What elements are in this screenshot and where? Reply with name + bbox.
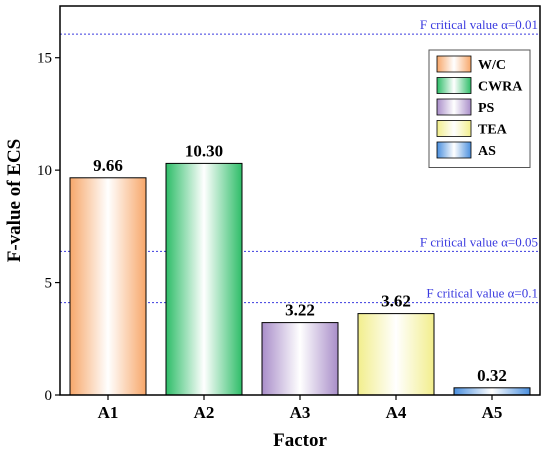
x-axis: A1 A2 A3 A4 A5 (98, 395, 503, 422)
legend: W/C CWRA PS TEA AS (428, 49, 531, 168)
reference-line-label-3: F critical value α=0.1 (426, 286, 538, 301)
legend-label-4: TEA (478, 123, 508, 138)
x-tick-label-a2: A2 (194, 403, 215, 422)
legend-swatch-5 (436, 141, 472, 159)
bar-a3 (261, 322, 339, 396)
plot-frame (59, 5, 541, 396)
legend-swatch-4 (436, 120, 472, 137)
reference-line-label-1: F critical value α=0.01 (420, 17, 538, 32)
bar-a5 (453, 387, 531, 396)
bar-a2 (165, 162, 243, 396)
data-label-a1: 9.66 (93, 156, 123, 175)
x-tick-label-a3: A3 (290, 403, 311, 422)
data-label-a3: 3.22 (285, 301, 315, 320)
bar-a1 (69, 177, 147, 396)
legend-label-5: AS (478, 144, 496, 159)
data-labels: 9.66 10.30 3.22 3.62 0.32 (93, 141, 507, 384)
reference-line-label-2: F critical value α=0.05 (420, 234, 538, 249)
data-label-a4: 3.62 (381, 292, 411, 311)
y-tick-label-0: 0 (45, 388, 53, 404)
bar-a4 (357, 313, 435, 396)
y-tick-label-15: 15 (37, 51, 52, 67)
data-label-a2: 10.30 (185, 141, 223, 160)
legend-label-3: PS (478, 101, 495, 116)
x-tick-label-a5: A5 (482, 403, 503, 422)
x-tick-label-a1: A1 (98, 403, 119, 422)
y-axis: 0 5 10 15 (37, 51, 60, 404)
y-axis-title: F-value of ECS (4, 139, 25, 263)
legend-swatch-3 (436, 98, 472, 116)
legend-label-2: CWRA (478, 80, 523, 95)
bars (69, 162, 531, 396)
legend-label-1: W/C (478, 58, 506, 73)
x-tick-label-a4: A4 (386, 403, 407, 422)
y-tick-label-5: 5 (45, 276, 53, 292)
y-tick-label-10: 10 (37, 163, 52, 179)
data-label-a5: 0.32 (477, 366, 507, 385)
legend-swatch-2 (436, 77, 472, 94)
x-axis-title: Factor (273, 430, 327, 451)
legend-swatch-1 (436, 55, 472, 73)
